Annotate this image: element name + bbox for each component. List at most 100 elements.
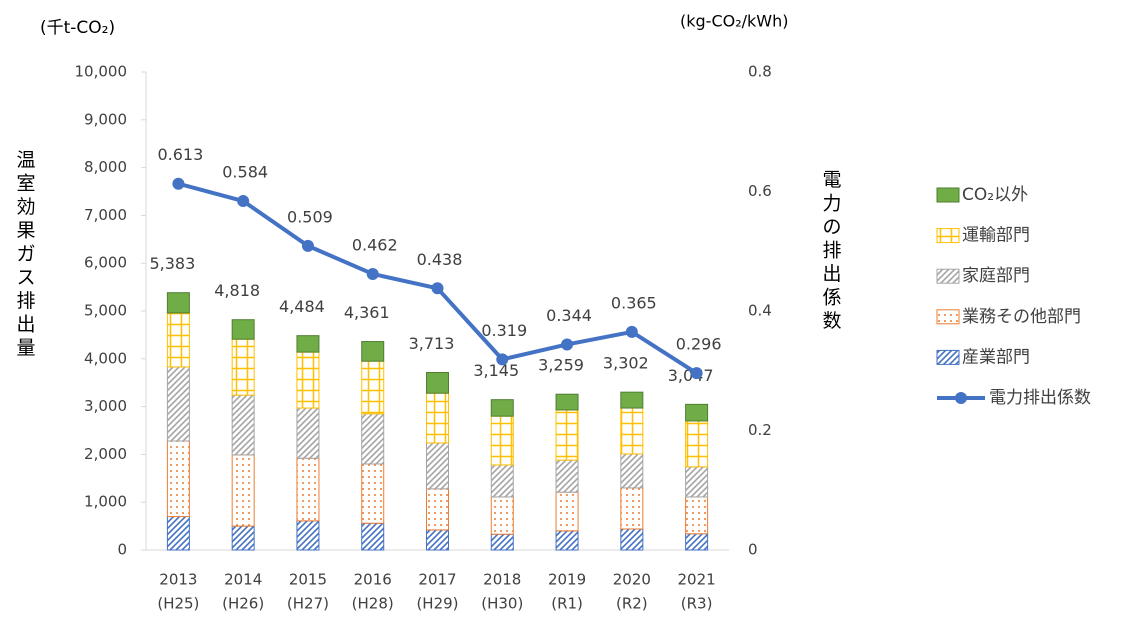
bar-segment <box>490 533 514 551</box>
line-marker <box>431 282 444 295</box>
bar-segment <box>685 420 709 468</box>
bar-segment <box>620 528 644 551</box>
bar-segment <box>231 319 255 340</box>
bar-segment <box>296 407 320 459</box>
y-tick-label: 10,000 <box>75 63 128 81</box>
line-marker <box>690 367 703 380</box>
x-tick-label: 2019 <box>548 571 586 589</box>
line-label: 0.296 <box>676 335 722 354</box>
x-tick-label: 2015 <box>289 571 327 589</box>
y2-tick-label: 0.4 <box>748 302 772 320</box>
bar-segment <box>490 496 514 535</box>
total-label: 3,145 <box>473 361 519 380</box>
y2-unit: (kg-CO₂/kWh) <box>680 12 788 31</box>
bar-segment <box>555 530 579 551</box>
line-label: 0.319 <box>481 321 527 340</box>
bar-segment <box>231 394 255 456</box>
y-axis-title: 温室効果ガス排出量 <box>16 149 35 359</box>
y-tick-label: 8,000 <box>84 158 127 176</box>
bar-segment <box>361 463 385 524</box>
bar-segment <box>231 338 255 396</box>
bar-segment <box>490 464 514 498</box>
legend-label: 運輸部門 <box>962 226 1030 246</box>
total-label: 3,713 <box>409 334 455 353</box>
y2-tick-label: 0.8 <box>748 63 772 81</box>
line-label: 0.344 <box>546 306 592 325</box>
bar-segment <box>231 525 255 551</box>
legend-label: 電力排出係数 <box>989 388 1091 408</box>
line-marker <box>561 338 574 351</box>
y-tick-label: 9,000 <box>84 110 127 128</box>
bar-segment <box>555 409 579 461</box>
bar-segment <box>361 360 385 415</box>
x-tick-label: (H27) <box>287 595 329 613</box>
y2-axis-title: 電力の排出係数 <box>822 169 841 332</box>
line-label: 0.613 <box>157 145 203 164</box>
bar-segment <box>490 399 514 417</box>
line-label: 0.365 <box>611 293 657 312</box>
bar-segment <box>361 413 385 465</box>
y2-tick-label: 0.2 <box>748 421 772 439</box>
legend-label: 家庭部門 <box>962 266 1030 286</box>
bar-segment <box>166 312 190 368</box>
x-tick-label: (H26) <box>222 595 264 613</box>
bar-segment <box>166 516 190 551</box>
x-tick-label: 2020 <box>613 571 651 589</box>
x-tick-label: (H25) <box>157 595 199 613</box>
bar-segment <box>166 440 190 518</box>
bar-segment <box>426 392 449 444</box>
y-tick-label: 0 <box>117 541 127 559</box>
x-tick-label: 2016 <box>354 571 392 589</box>
bar-segment <box>426 488 449 531</box>
y-tick-label: 6,000 <box>84 254 127 272</box>
legend-label: 業務その他部門 <box>962 307 1081 327</box>
bar-segment <box>620 453 644 489</box>
bar-segment <box>620 487 644 530</box>
bar-segment <box>231 454 255 527</box>
bar-segment <box>296 520 320 551</box>
bar-segment <box>685 496 709 535</box>
y-tick-label: 1,000 <box>84 493 127 511</box>
y2-tick-label: 0.6 <box>748 182 772 200</box>
line-marker <box>625 325 638 338</box>
bar-segment <box>555 459 579 493</box>
x-tick-label: (R3) <box>681 595 713 613</box>
legend-label: 産業部門 <box>962 347 1030 367</box>
legend-swatch <box>936 309 960 325</box>
bar-segment <box>555 491 579 532</box>
bar-segment <box>296 457 320 522</box>
total-label: 5,383 <box>149 254 195 273</box>
x-tick-label: (R1) <box>551 595 583 613</box>
bar-segment <box>620 407 644 455</box>
bar-segment <box>361 522 385 551</box>
x-tick-label: (R2) <box>616 595 648 613</box>
x-tick-label: 2013 <box>159 571 197 589</box>
legend-label: CO₂以外 <box>962 185 1028 205</box>
legend-swatch <box>936 268 960 284</box>
bar-segment <box>685 466 709 498</box>
x-tick-label: 2014 <box>224 571 262 589</box>
y-tick-label: 7,000 <box>84 206 127 224</box>
bar-segment <box>166 366 190 442</box>
legend-swatch <box>936 349 960 365</box>
legend-swatch <box>936 228 960 244</box>
x-tick-label: (H30) <box>481 595 523 613</box>
line-label: 0.462 <box>352 235 398 254</box>
x-tick-label: 2021 <box>678 571 716 589</box>
y-unit: (千t-CO₂) <box>40 18 115 38</box>
total-label: 3,302 <box>603 354 649 373</box>
total-label: 3,047 <box>668 366 714 385</box>
bar-segment <box>685 533 709 551</box>
total-label: 4,818 <box>214 281 260 300</box>
line-marker <box>237 195 250 208</box>
bar-segment <box>490 415 514 466</box>
x-tick-label: (H29) <box>416 595 458 613</box>
x-tick-label: 2018 <box>483 571 521 589</box>
y-tick-label: 4,000 <box>84 349 127 367</box>
bar-segment <box>296 351 320 409</box>
legend-swatch <box>936 187 960 203</box>
line-label: 0.509 <box>287 207 333 226</box>
bar-segment <box>426 372 449 394</box>
line-marker <box>301 239 314 252</box>
